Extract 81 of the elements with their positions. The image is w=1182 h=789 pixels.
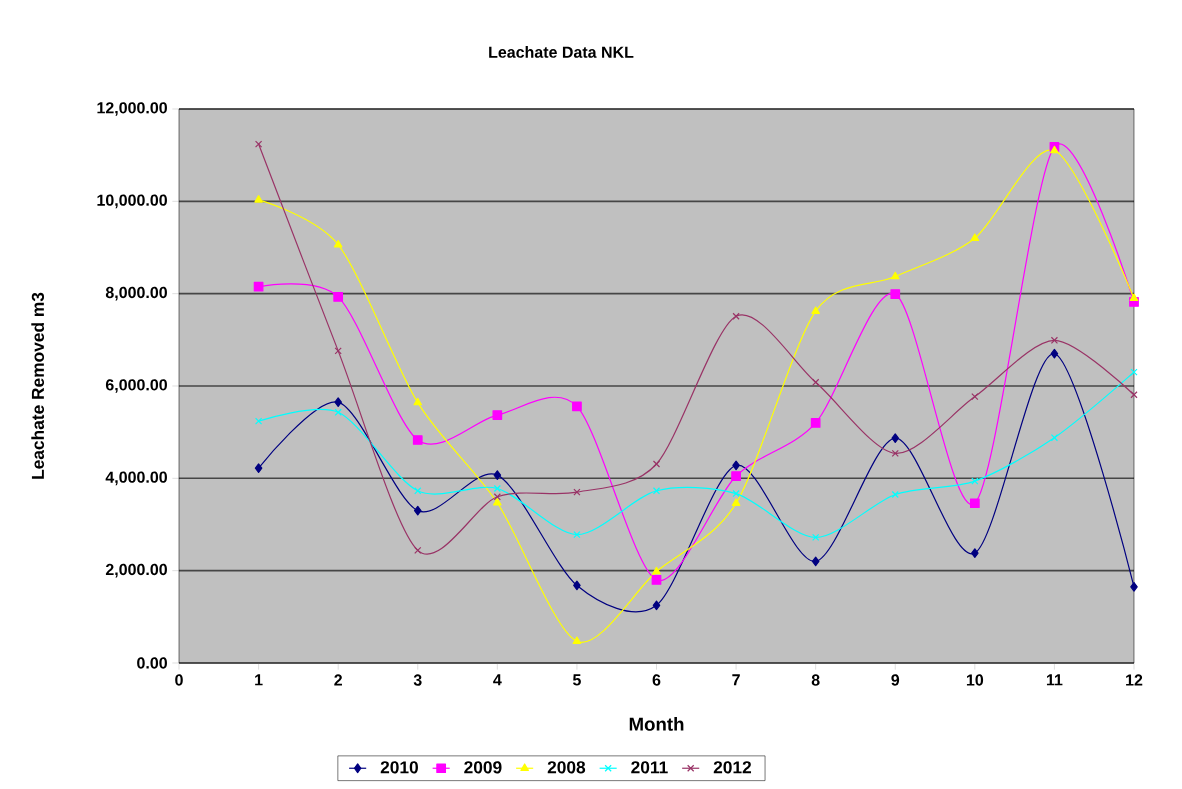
point	[971, 392, 979, 401]
chart-title: Leachate Data NKL	[489, 46, 634, 58]
point	[492, 410, 503, 420]
point	[1130, 368, 1138, 376]
legend-label: 2011	[631, 761, 668, 774]
x-tick-label: 5	[572, 674, 581, 686]
point	[1130, 581, 1138, 592]
y-axis-title: Leachate Removed m3	[31, 292, 45, 479]
point	[732, 489, 740, 498]
point	[493, 484, 501, 493]
point	[573, 488, 581, 496]
point	[493, 497, 502, 506]
point	[891, 433, 900, 444]
point	[810, 418, 821, 428]
point	[572, 636, 582, 645]
point	[254, 463, 263, 474]
legend-label: 2008	[547, 761, 586, 774]
point	[651, 575, 662, 585]
point	[493, 470, 502, 480]
point	[652, 600, 661, 611]
point	[254, 140, 263, 148]
y-tick-label: 2,000.00	[105, 563, 167, 578]
point	[891, 490, 899, 499]
x-tick-label: 11	[1046, 674, 1063, 686]
x-tick-label: 7	[732, 674, 740, 686]
point	[254, 417, 263, 425]
point	[254, 195, 263, 203]
y-tick-label: 0.00	[137, 657, 167, 669]
y-tick-label: 4,000.00	[105, 471, 167, 486]
x-tick-label: 10	[966, 674, 984, 686]
x-axis-title: Month	[629, 717, 684, 731]
point	[414, 546, 422, 554]
point	[732, 460, 740, 471]
point	[1050, 336, 1059, 344]
x-tick-label: 4	[493, 674, 502, 686]
point	[731, 471, 741, 481]
x-tick-label: 0	[175, 674, 183, 686]
point	[652, 460, 661, 468]
point	[969, 498, 980, 509]
point	[811, 556, 820, 567]
point	[573, 531, 581, 539]
point	[333, 239, 343, 248]
point	[891, 449, 899, 458]
x-tick-label: 2	[334, 674, 342, 686]
y-tick-label: 8,000.00	[105, 286, 167, 301]
point	[1129, 293, 1139, 302]
point	[334, 408, 342, 416]
point	[731, 498, 741, 506]
x-tick-label: 9	[891, 674, 900, 686]
point	[253, 281, 264, 292]
x-tick-label: 12	[1126, 674, 1143, 686]
x-tick-label: 8	[811, 674, 820, 686]
point	[970, 233, 980, 241]
point	[1050, 434, 1059, 442]
point	[971, 548, 979, 558]
x-tick-label: 1	[255, 674, 263, 686]
point	[413, 397, 423, 406]
legend-label: 2010	[380, 761, 418, 774]
point	[573, 580, 581, 591]
point	[413, 505, 422, 516]
point	[811, 306, 820, 314]
x-tick-label: 6	[652, 674, 661, 686]
point	[890, 271, 900, 280]
point	[412, 435, 423, 445]
legend-label: 2012	[713, 761, 752, 774]
point	[334, 397, 342, 408]
point	[890, 289, 901, 299]
y-tick-label: 6,000.00	[105, 379, 167, 393]
point	[652, 566, 661, 575]
x-tick-label: 3	[413, 674, 422, 686]
point	[414, 487, 422, 495]
point	[493, 493, 501, 501]
point	[652, 487, 661, 495]
point	[732, 312, 740, 320]
y-tick-label: 10,000.00	[97, 194, 167, 209]
legend-label: 2009	[464, 761, 502, 774]
point	[572, 401, 582, 412]
point	[1130, 391, 1138, 399]
point	[1050, 348, 1059, 359]
point	[333, 292, 344, 302]
y-tick-label: 12,000.00	[97, 102, 167, 116]
